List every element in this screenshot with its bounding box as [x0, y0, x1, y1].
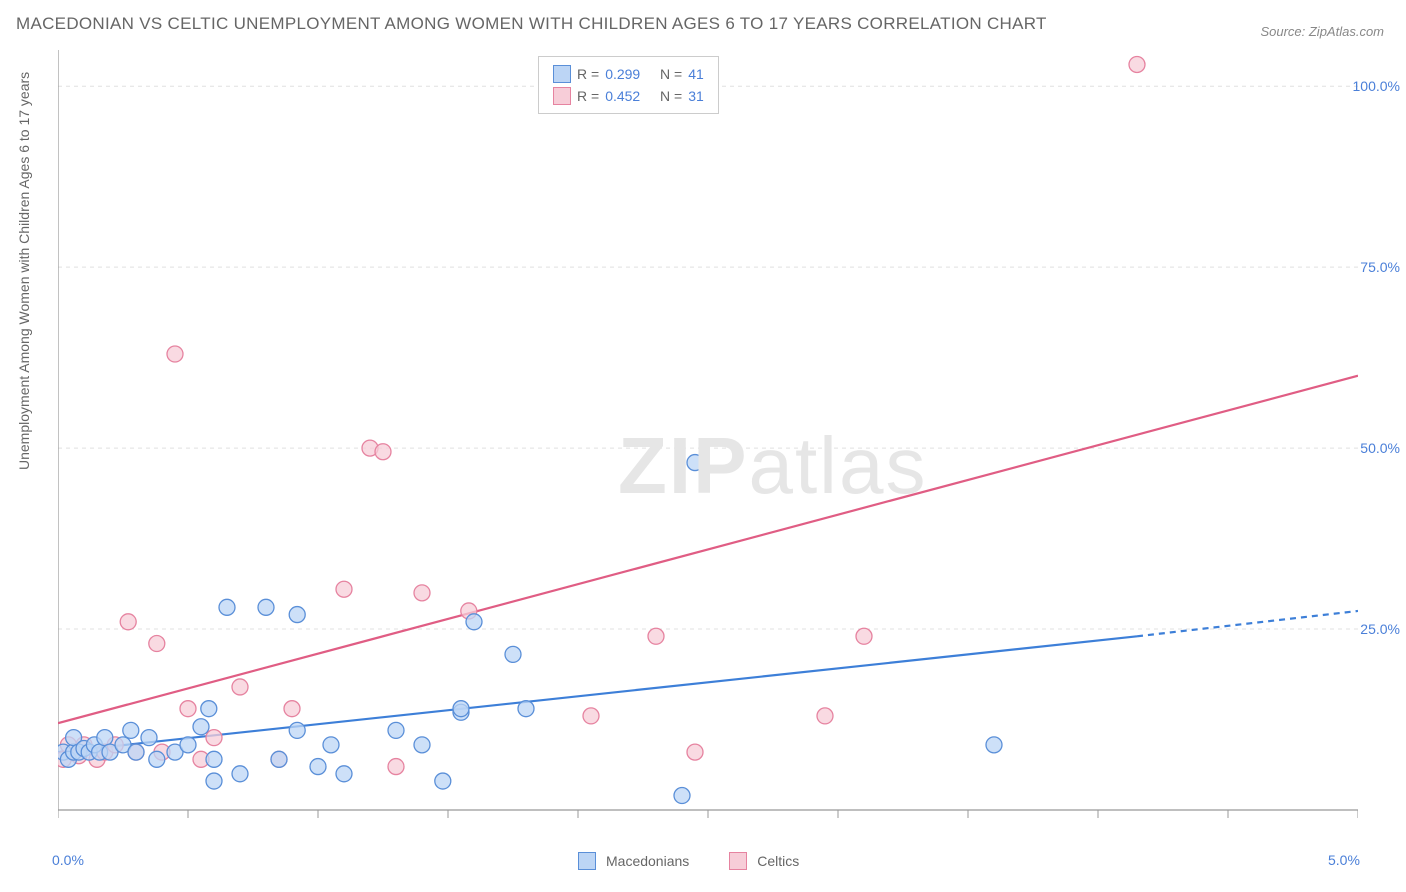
legend-item-celtics: Celtics — [729, 852, 799, 870]
y-axis-label: Unemployment Among Women with Children A… — [16, 72, 32, 470]
y-tick-label: 75.0% — [1360, 259, 1400, 275]
r-value: 0.299 — [605, 63, 640, 85]
y-tick-label: 50.0% — [1360, 440, 1400, 456]
swatch-celtics — [729, 852, 747, 870]
n-label: N = — [660, 85, 682, 107]
swatch-macedonians — [553, 65, 571, 83]
legend-row-macedonians: R = 0.299 N = 41 — [553, 63, 704, 85]
y-tick-label: 100.0% — [1353, 78, 1400, 94]
chart-title: MACEDONIAN VS CELTIC UNEMPLOYMENT AMONG … — [16, 14, 1047, 34]
x-tick-label: 5.0% — [1328, 852, 1360, 868]
y-tick-label: 25.0% — [1360, 621, 1400, 637]
r-label: R = — [577, 63, 599, 85]
r-value: 0.452 — [605, 85, 640, 107]
chart-area: Unemployment Among Women with Children A… — [58, 50, 1358, 840]
scatter-plot — [58, 50, 1358, 840]
n-label: N = — [660, 63, 682, 85]
series-legend: Macedonians Celtics — [578, 852, 799, 870]
swatch-macedonians — [578, 852, 596, 870]
source-attribution: Source: ZipAtlas.com — [1260, 24, 1384, 39]
n-value: 41 — [688, 63, 704, 85]
legend-label: Macedonians — [606, 853, 689, 869]
n-value: 31 — [688, 85, 704, 107]
swatch-celtics — [553, 87, 571, 105]
legend-label: Celtics — [757, 853, 799, 869]
x-tick-label: 0.0% — [52, 852, 84, 868]
legend-item-macedonians: Macedonians — [578, 852, 689, 870]
correlation-legend: R = 0.299 N = 41 R = 0.452 N = 31 — [538, 56, 719, 114]
legend-row-celtics: R = 0.452 N = 31 — [553, 85, 704, 107]
r-label: R = — [577, 85, 599, 107]
